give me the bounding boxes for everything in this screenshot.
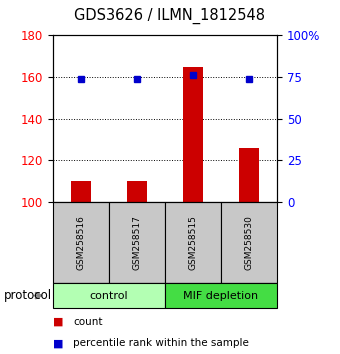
Text: count: count bbox=[73, 317, 103, 327]
Bar bbox=[127, 181, 147, 202]
Text: ■: ■ bbox=[53, 317, 63, 327]
Text: ■: ■ bbox=[53, 338, 63, 348]
Bar bbox=[53, 202, 109, 283]
Bar bbox=[71, 181, 90, 202]
Text: control: control bbox=[89, 291, 128, 301]
Text: GSM258515: GSM258515 bbox=[188, 215, 198, 270]
Bar bbox=[239, 148, 259, 202]
Text: MIF depletion: MIF depletion bbox=[184, 291, 258, 301]
Text: percentile rank within the sample: percentile rank within the sample bbox=[73, 338, 249, 348]
Text: GDS3626 / ILMN_1812548: GDS3626 / ILMN_1812548 bbox=[74, 8, 266, 24]
Bar bbox=[221, 202, 277, 283]
Text: GSM258530: GSM258530 bbox=[244, 215, 254, 270]
Bar bbox=[109, 202, 165, 283]
Text: protocol: protocol bbox=[3, 289, 52, 302]
Bar bbox=[165, 202, 221, 283]
Bar bbox=[183, 67, 203, 202]
Bar bbox=[53, 283, 165, 308]
Text: GSM258517: GSM258517 bbox=[132, 215, 141, 270]
Bar bbox=[165, 283, 277, 308]
Text: GSM258516: GSM258516 bbox=[76, 215, 85, 270]
